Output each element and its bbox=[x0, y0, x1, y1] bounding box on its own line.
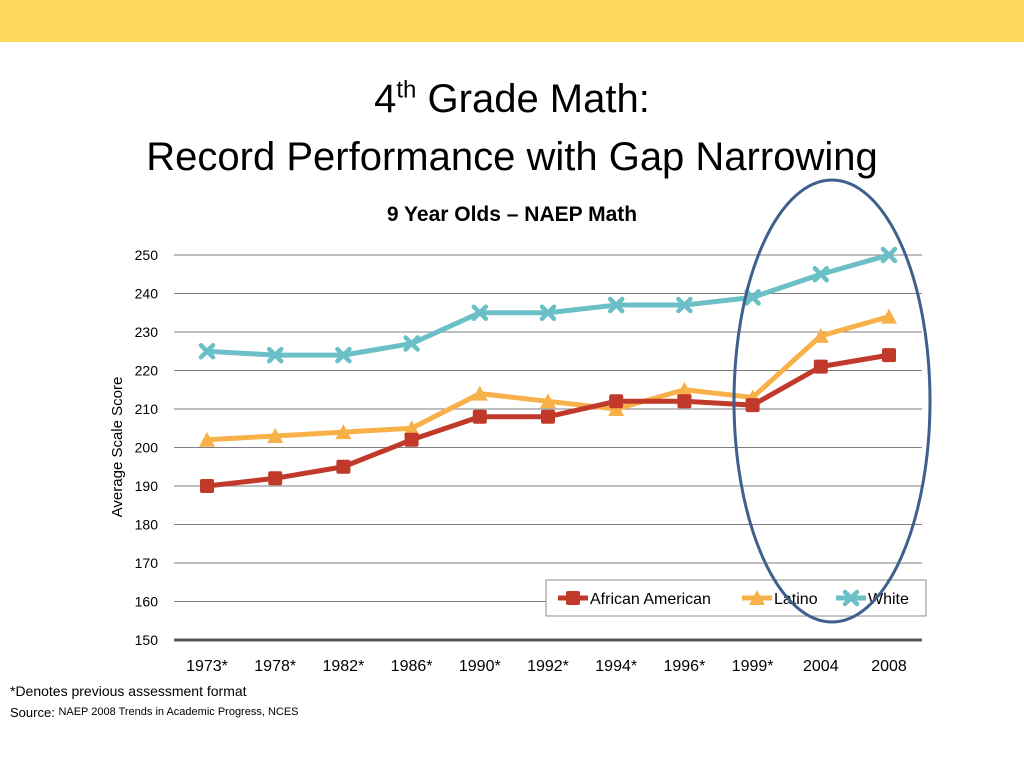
data-point-white bbox=[471, 304, 489, 321]
source-label: Source: bbox=[10, 705, 55, 720]
series-white bbox=[198, 246, 898, 364]
legend-marker-white bbox=[842, 589, 860, 607]
data-point-latino bbox=[199, 431, 215, 447]
title-number: 4 bbox=[374, 77, 397, 121]
data-point-latino bbox=[471, 385, 488, 401]
data-point-african-american bbox=[541, 409, 555, 424]
slide-title: 4th Grade Math: Record Performance with … bbox=[0, 70, 1024, 186]
y-tick-label: 220 bbox=[135, 363, 159, 379]
series-latino bbox=[199, 308, 897, 447]
data-point-white bbox=[539, 304, 557, 321]
y-tick-label: 200 bbox=[135, 440, 159, 456]
data-point-white bbox=[880, 246, 898, 264]
data-point-african-american bbox=[404, 432, 419, 447]
data-point-latino bbox=[881, 308, 897, 324]
data-point-white bbox=[607, 296, 625, 314]
data-point-african-american bbox=[268, 471, 283, 486]
x-tick-label: 1994* bbox=[595, 658, 637, 675]
data-point-african-american bbox=[745, 398, 760, 413]
data-point-white bbox=[335, 346, 352, 364]
legend: African American Latino White bbox=[545, 579, 927, 617]
y-tick-label: 250 bbox=[135, 247, 159, 263]
x-tick-label: 1978* bbox=[254, 658, 296, 675]
chart-title: 9 Year Olds – NAEP Math bbox=[386, 203, 638, 226]
data-point-white bbox=[403, 335, 420, 352]
data-point-african-american bbox=[813, 359, 828, 374]
x-tick-label: 2008 bbox=[871, 658, 907, 675]
data-point-african-american bbox=[200, 479, 214, 493]
data-point-white bbox=[198, 343, 216, 360]
y-tick-label: 230 bbox=[135, 324, 159, 340]
x-tick-label: 1992* bbox=[527, 658, 569, 675]
data-point-white bbox=[676, 296, 693, 314]
x-tick-label: 1982* bbox=[322, 658, 364, 675]
data-point-latino bbox=[267, 427, 284, 443]
y-tick-labels: 150 160 170 180 190 200 210 220 230 240 250 bbox=[135, 247, 159, 648]
gridlines bbox=[174, 254, 922, 642]
data-point-african-american bbox=[336, 459, 351, 474]
y-tick-label: 210 bbox=[135, 401, 159, 417]
data-point-african-american bbox=[609, 394, 624, 409]
y-tick-label: 180 bbox=[135, 517, 159, 533]
legend-label: African American bbox=[590, 591, 711, 608]
data-point-white bbox=[812, 266, 830, 283]
x-tick-label: 1990* bbox=[459, 658, 501, 675]
title-rest: Grade Math: bbox=[416, 77, 650, 121]
y-tick-label: 190 bbox=[135, 478, 159, 494]
data-point-latino bbox=[403, 420, 420, 436]
x-tick-labels: 1973* 1978* 1982* 1986* 1990* 1992* 1994* 1996*… bbox=[186, 658, 907, 675]
data-point-latino bbox=[676, 381, 693, 397]
y-tick-label: 240 bbox=[135, 286, 159, 302]
x-tick-label: 1999* bbox=[732, 658, 774, 675]
top-banner bbox=[0, 0, 1024, 42]
source-text: NAEP 2008 Trends in Academic Progress, N… bbox=[58, 706, 299, 718]
slide-title-line1: 4th Grade Math: bbox=[0, 70, 1024, 128]
slide-title-line2: Record Performance with Gap Narrowing bbox=[146, 135, 878, 179]
legend-marker-latino bbox=[749, 590, 765, 605]
highlight-ellipse bbox=[732, 178, 932, 624]
data-point-white bbox=[744, 289, 761, 306]
data-point-latino bbox=[540, 393, 556, 409]
series-lines bbox=[198, 246, 898, 493]
data-point-african-american bbox=[882, 348, 896, 363]
source-note: Source: NAEP 2008 Trends in Academic Pro… bbox=[10, 705, 299, 720]
data-point-african-american bbox=[677, 394, 692, 409]
x-tick-label: 1996* bbox=[663, 658, 705, 675]
data-point-latino bbox=[608, 401, 625, 416]
title-superscript: th bbox=[396, 76, 417, 104]
data-point-african-american bbox=[472, 409, 487, 424]
footnote: *Denotes previous assessment format bbox=[10, 683, 247, 699]
y-tick-label: 170 bbox=[135, 555, 159, 571]
y-tick-label: 150 bbox=[135, 632, 159, 648]
series-african-american bbox=[200, 348, 896, 493]
x-tick-label: 1986* bbox=[391, 658, 433, 675]
data-point-latino bbox=[812, 327, 829, 343]
legend-item-african-american: African American bbox=[558, 591, 711, 608]
legend-marker-african-american bbox=[566, 591, 580, 605]
y-tick-label: 160 bbox=[135, 594, 159, 610]
x-tick-label: 1973* bbox=[186, 658, 228, 675]
series-line-white bbox=[206, 252, 890, 358]
data-point-latino bbox=[335, 424, 352, 440]
y-axis-label: Average Scale Score bbox=[109, 377, 126, 518]
data-point-white bbox=[266, 346, 284, 364]
x-tick-label: 2004 bbox=[803, 658, 839, 675]
